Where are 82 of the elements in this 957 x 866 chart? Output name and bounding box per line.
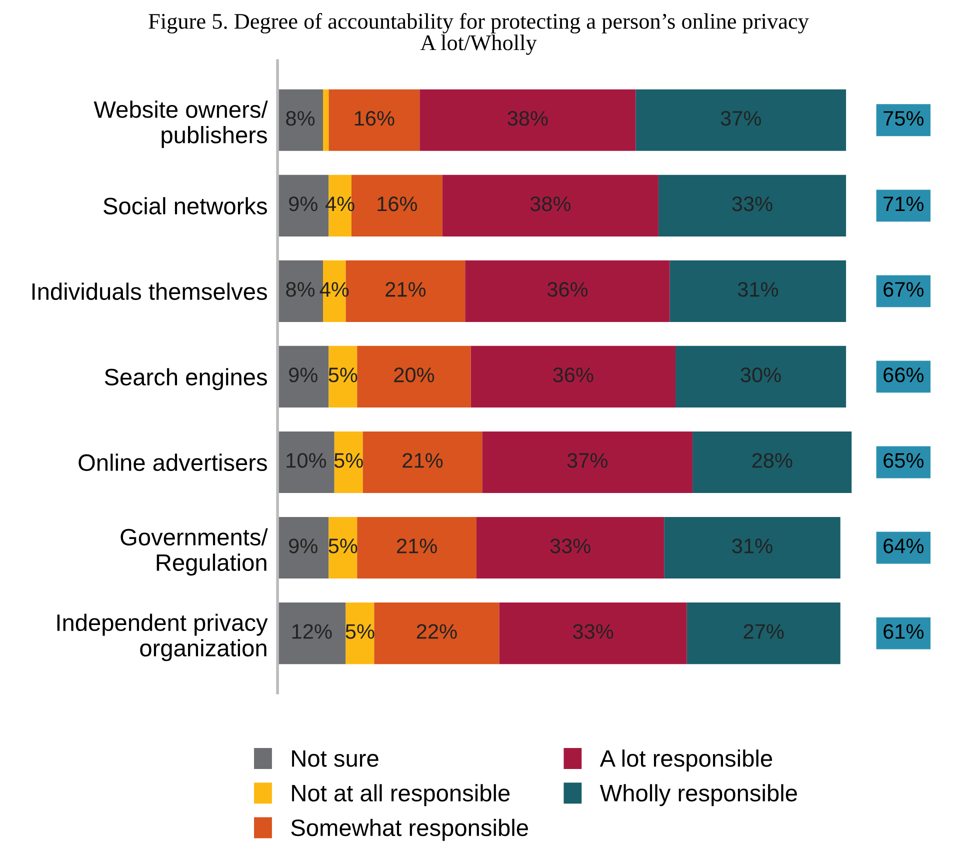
data-label: 9% <box>289 538 318 554</box>
bar <box>323 89 329 151</box>
data-label: 27% <box>744 624 784 639</box>
legend-label: A lot responsible <box>600 750 772 772</box>
data-label: 9% <box>289 368 318 382</box>
bar <box>362 431 482 494</box>
text: 75% <box>884 111 924 126</box>
data-label: 20% <box>394 368 434 382</box>
bar <box>278 89 324 151</box>
bar <box>465 260 670 322</box>
data-label: 31% <box>732 538 772 554</box>
bar <box>374 602 500 664</box>
data-label: 38% <box>530 196 571 212</box>
data-label: 5% <box>328 368 358 382</box>
bar <box>692 431 852 494</box>
y-tick-label: Governments/ Regulation <box>120 528 268 576</box>
bar <box>482 431 693 494</box>
legend-label: Not sure <box>292 750 378 767</box>
bar <box>476 516 664 579</box>
bar <box>658 174 846 236</box>
data-label: 21% <box>397 538 437 554</box>
bar <box>636 89 846 151</box>
y-tick-label: Website owners/ publishers <box>94 100 268 148</box>
data-label: 31% <box>738 282 778 297</box>
data-label: 21% <box>402 453 443 468</box>
y-tick-label: Independent privacy organization <box>57 614 268 662</box>
bar <box>357 346 471 408</box>
chart-subtitle: A lot/Wholly <box>420 34 537 55</box>
bar <box>334 431 363 494</box>
data-label: 9% <box>289 196 318 212</box>
y-tick-label: Individuals themselves <box>32 282 267 300</box>
data-label: 33% <box>550 538 590 554</box>
data-label: 37% <box>567 453 608 468</box>
bar <box>420 89 636 151</box>
bar <box>675 346 846 408</box>
data-label: 16% <box>354 110 394 126</box>
bar <box>686 602 840 664</box>
y-tick-label: Social networks <box>104 197 267 214</box>
bar <box>664 516 840 579</box>
data-label: 8% <box>286 110 315 126</box>
bar <box>357 516 477 579</box>
text: 67% <box>884 282 924 297</box>
data-label: 33% <box>732 196 772 212</box>
bar <box>670 260 846 322</box>
text: 65% <box>884 453 924 468</box>
chart-title: Figure 5. Degree of accountability for protecting a person’s online privacy <box>148 12 809 34</box>
bar <box>442 174 658 236</box>
data-label: 5% <box>334 453 363 468</box>
legend-label: Somewhat responsible <box>291 818 528 841</box>
text: 61% <box>884 624 924 639</box>
bar <box>328 346 358 408</box>
text: 71% <box>884 196 924 212</box>
data-label: 16% <box>378 196 418 212</box>
data-label: 5% <box>346 624 374 639</box>
data-label: 12% <box>292 624 332 639</box>
bar <box>278 346 329 408</box>
data-label: 22% <box>416 624 457 639</box>
bar <box>278 602 346 664</box>
data-label: 21% <box>386 282 426 297</box>
data-label: 28% <box>752 453 792 468</box>
legend-label: Wholly responsible <box>600 784 797 806</box>
y-tick-label: Online advertisers <box>78 454 267 472</box>
bar <box>328 89 420 151</box>
data-label: 8% <box>286 282 315 297</box>
bar <box>328 516 358 579</box>
data-label: 36% <box>547 282 588 297</box>
bar <box>346 602 374 664</box>
text: 64% <box>884 538 924 554</box>
bar <box>499 602 687 664</box>
y-tick-label: Search engines <box>104 368 267 390</box>
data-label: 10% <box>286 453 326 468</box>
data-label: 33% <box>573 624 614 639</box>
data-label: 36% <box>553 368 594 382</box>
bar <box>278 431 334 494</box>
text: 66% <box>884 368 924 382</box>
legend-label: Not at all responsible <box>292 784 510 806</box>
data-label: 5% <box>328 538 358 554</box>
bar <box>470 346 676 408</box>
data-label: 30% <box>740 368 781 382</box>
data-label: 37% <box>720 110 761 126</box>
bar <box>278 516 329 579</box>
data-label: 38% <box>508 110 548 126</box>
